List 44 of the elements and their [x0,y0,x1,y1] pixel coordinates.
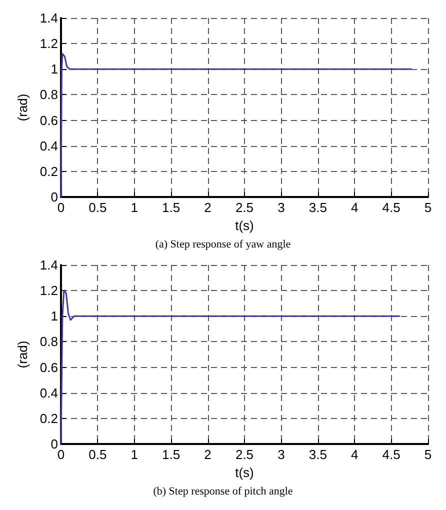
y-tick-label: 0.6 [40,360,58,375]
y-tick-label: 0 [50,190,58,204]
x-tick-label: 0.5 [88,447,107,462]
x-tick-label: 1.5 [162,200,180,215]
x-tick-label: 1 [130,200,138,215]
x-tick-label: 3.5 [308,447,327,462]
y-axis-title: (rad) [15,340,30,368]
x-tick-label: 2.5 [235,447,254,462]
x-tick-label: 3.5 [308,200,327,215]
y-tick-label: 0 [50,436,58,452]
y-tick-label: 1.2 [40,36,58,52]
y-tick-label: 0.4 [40,138,58,154]
x-tick-label: 5 [424,200,432,215]
y-tick-label: 1 [50,62,58,77]
x-axis-title: t(s) [235,218,254,233]
x-tick-label: 2 [204,447,212,462]
y-tick-label: 0.2 [40,410,58,426]
y-axis-title: (rad) [15,94,30,122]
text: (b) Step response of pitch angle [153,486,293,498]
x-tick-label: 5 [424,447,432,462]
y-tick-label: 1.4 [40,10,58,26]
x-tick-label: 4.5 [382,447,400,462]
line-series [60,290,401,445]
y-tick-label: 1.4 [40,258,58,272]
x-tick-label: 2.5 [235,200,254,215]
y-tick-label: 0.4 [40,385,58,400]
x-tick-label: 4.5 [382,200,400,215]
x-tick-label: 0.5 [88,200,107,215]
y-tick-label: 0.2 [40,164,58,179]
x-tick-label: 1.5 [162,447,180,462]
x-tick-label: 3 [278,200,285,215]
text: (a) Step response of yaw angle [155,238,291,250]
y-tick-label: 0.8 [40,87,58,102]
y-tick-label: 0.8 [40,334,58,350]
x-tick-label: 2 [204,200,212,215]
x-tick-label: 1 [130,447,138,462]
x-axis-title: t(s) [235,464,254,480]
line-series [60,53,413,198]
x-tick-label: 4 [350,200,358,215]
x-tick-label: 3 [278,447,285,462]
y-tick-label: 0.6 [40,112,58,128]
y-tick-label: 1 [50,308,58,324]
y-tick-label: 1.2 [40,283,58,298]
x-tick-label: 4 [350,447,358,462]
